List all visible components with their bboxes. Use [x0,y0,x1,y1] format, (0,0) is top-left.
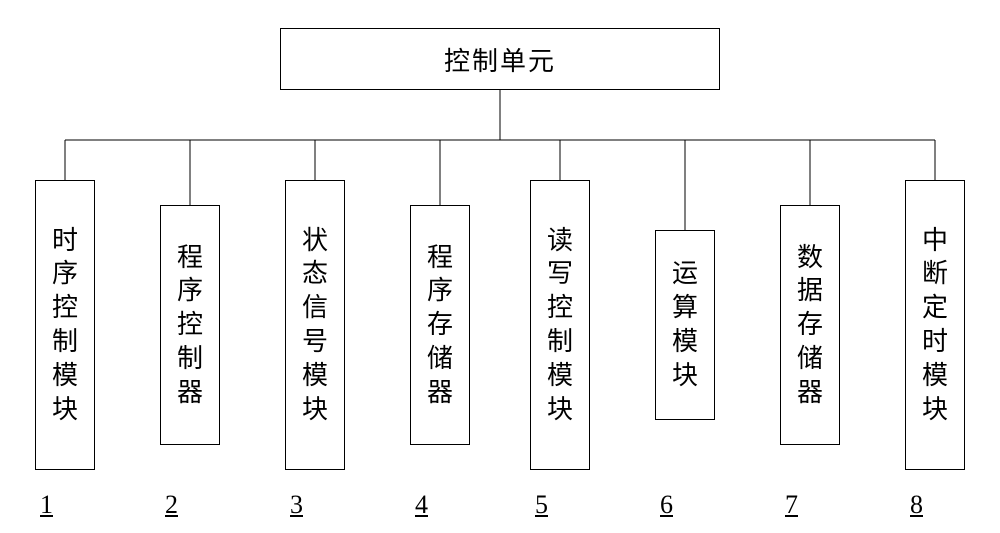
child-char: 序 [52,257,78,291]
child-char: 制 [547,325,573,359]
child-char: 数 [797,241,823,275]
child-char: 存 [427,308,453,342]
child-number-7: 7 [785,490,798,520]
child-node-2: 程序控制器 [160,205,220,445]
child-node-1: 时序控制模块 [35,180,95,470]
child-char: 号 [302,325,328,359]
child-char: 运 [672,257,698,291]
child-char: 序 [177,274,203,308]
diagram-canvas: 控制单元 时序控制模块程序控制器状态信号模块程序存储器读写控制模块运算模块数据存… [0,0,1000,533]
child-char: 制 [52,325,78,359]
child-number-5: 5 [535,490,548,520]
root-node: 控制单元 [280,28,720,90]
child-char: 块 [52,393,78,427]
child-char: 控 [52,291,78,325]
child-char: 时 [52,224,78,258]
child-char: 存 [797,308,823,342]
child-char: 储 [427,342,453,376]
child-char: 块 [547,393,573,427]
child-char: 制 [177,342,203,376]
child-char: 中 [922,224,948,258]
child-char: 定 [922,291,948,325]
child-char: 程 [427,241,453,275]
child-char: 储 [797,342,823,376]
child-node-7: 数据存储器 [780,205,840,445]
child-number-6: 6 [660,490,673,520]
child-char: 信 [302,291,328,325]
child-char: 读 [547,224,573,258]
child-char: 块 [672,359,698,393]
child-char: 时 [922,325,948,359]
child-number-2: 2 [165,490,178,520]
child-char: 据 [797,274,823,308]
child-number-1: 1 [40,490,53,520]
child-node-5: 读写控制模块 [530,180,590,470]
child-node-4: 程序存储器 [410,205,470,445]
child-char: 模 [547,359,573,393]
child-node-6: 运算模块 [655,230,715,420]
child-char: 模 [302,359,328,393]
child-number-8: 8 [910,490,923,520]
child-char: 器 [177,376,203,410]
child-char: 控 [547,291,573,325]
root-label: 控制单元 [444,41,556,78]
child-node-8: 中断定时模块 [905,180,965,470]
child-char: 控 [177,308,203,342]
child-char: 模 [922,359,948,393]
child-char: 写 [547,257,573,291]
child-char: 器 [427,376,453,410]
child-char: 块 [922,393,948,427]
child-char: 块 [302,393,328,427]
child-node-3: 状态信号模块 [285,180,345,470]
child-char: 态 [302,257,328,291]
child-char: 断 [922,257,948,291]
child-char: 模 [52,359,78,393]
child-char: 状 [302,224,328,258]
child-char: 序 [427,274,453,308]
child-number-3: 3 [290,490,303,520]
child-number-4: 4 [415,490,428,520]
child-char: 模 [672,325,698,359]
child-char: 器 [797,376,823,410]
child-char: 程 [177,241,203,275]
child-char: 算 [672,291,698,325]
